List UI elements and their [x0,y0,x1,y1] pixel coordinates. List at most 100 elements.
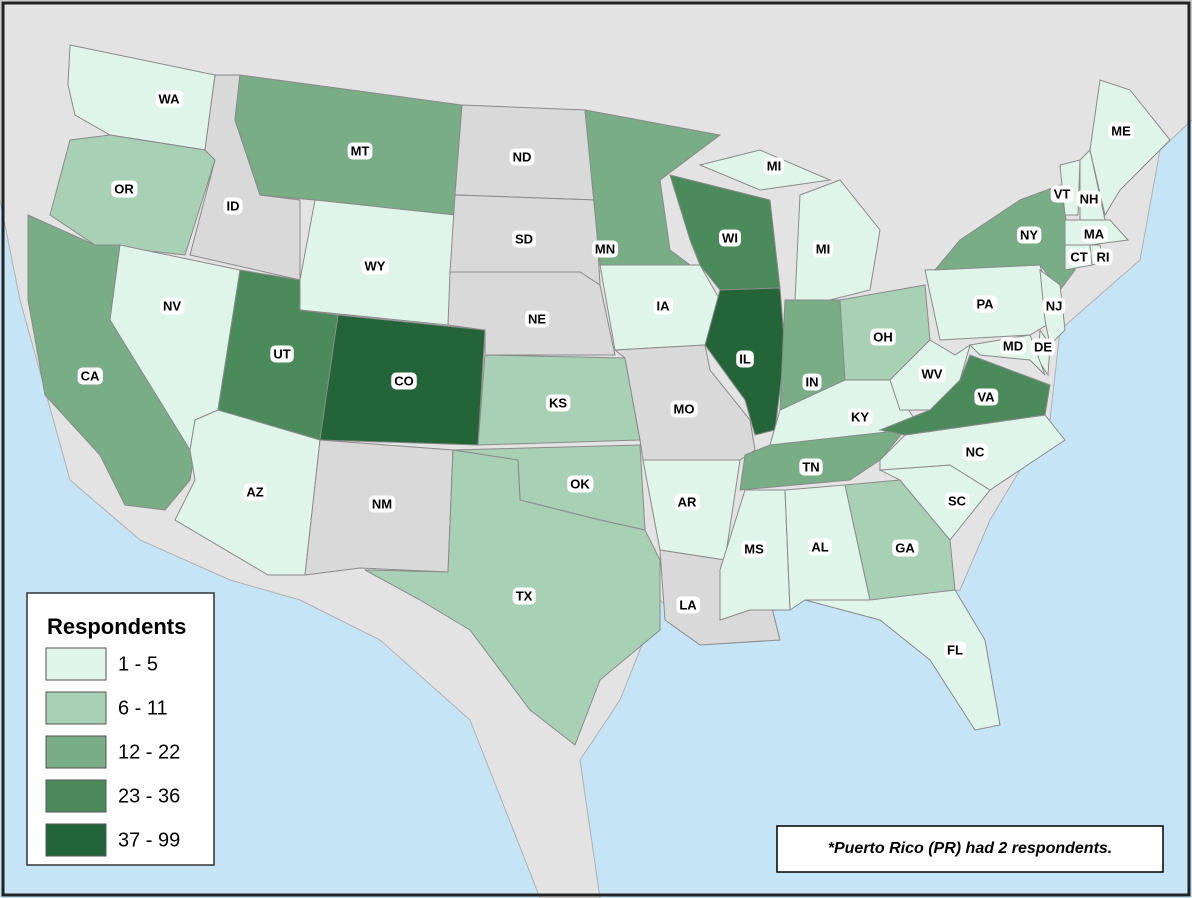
state-label: MN [595,241,615,256]
state-label: MS [744,541,764,556]
state-label: IN [806,374,819,389]
legend-swatch [45,735,107,769]
state-label: MI [816,241,830,256]
label-background [812,240,834,258]
legend-items: 1 - 5 6 - 11 12 - 22 23 - 36 37 - 99 [45,647,180,857]
label-background [736,350,754,368]
state-label: VT [1054,186,1071,201]
label-background [111,180,138,198]
state-label: KS [549,395,567,410]
label-background [524,310,550,328]
legend-swatch [45,691,107,725]
label-background [973,295,998,313]
state-label: OR [114,181,134,196]
legend: Respondents 1 - 5 6 - 11 12 - 22 23 - 36 37 … [26,592,215,866]
state-shape [804,589,1001,731]
state-label: TN [802,459,819,474]
state-label: LA [679,597,697,612]
state-label: NJ [1046,298,1063,313]
legend-title: Respondents [47,614,186,639]
state-label: UT [273,346,290,361]
state-label: RI [1097,249,1110,264]
label-background [1030,338,1056,356]
state-label: MA [1084,226,1105,241]
state-label: WI [722,230,738,245]
note-box [776,825,1164,873]
label-background [545,394,571,412]
state-label: NH [1080,191,1099,206]
state-label: ID [227,198,240,213]
state-label: SD [515,231,533,246]
state-label: MT [351,143,370,158]
legend-label: 6 - 11 [118,697,168,719]
state-labels: WA OR CA ID NV MT WY UT CO AZ NM ND SD NE KS OK TX MN IA MO… [77,90,1135,659]
label-background [1093,248,1113,266]
state-label: NC [966,444,985,459]
state-label: CT [1070,249,1087,264]
label-background [1076,190,1102,208]
state-label: OK [570,476,590,491]
label-background [808,538,832,556]
state-shape [1089,79,1171,217]
label-background [347,142,373,160]
label-background [653,297,674,315]
label-background [511,230,537,248]
label-background [270,345,294,363]
label-background [223,197,243,215]
state-label: MI [767,158,781,173]
label-background [674,493,700,511]
label-background [368,495,396,513]
state-shape [364,449,661,746]
label-background [670,400,698,418]
state-label: KY [851,409,869,424]
label-background [391,372,417,390]
state-label: WV [922,366,943,381]
state-label: OH [873,329,893,344]
state-label: CO [394,373,414,388]
label-background [1050,185,1074,203]
legend-swatch [45,823,107,857]
legend-swatch [45,779,107,813]
label-background [763,157,785,175]
state-label: WY [365,258,386,273]
state-label: WA [159,91,181,106]
label-background [243,483,267,501]
state-label: AR [678,494,697,509]
state-shape [968,334,1046,376]
label-background [591,240,619,258]
state-label: GA [895,540,915,555]
state-label: DE [1034,339,1052,354]
state-label: AZ [246,484,263,499]
label-background [509,148,535,166]
label-background [1042,297,1066,315]
label-background [974,388,999,406]
legend-box [26,592,215,866]
label-background [918,365,946,383]
label-background [155,90,184,108]
state-label: NM [372,496,392,511]
legend-label: 1 - 5 [118,653,158,675]
state-label: VA [977,389,995,404]
label-background [741,540,768,558]
label-background [1067,248,1091,266]
state-label: FL [947,642,963,657]
state-label: ND [513,149,532,164]
label-background [870,328,896,346]
label-background [944,492,970,510]
label-background [361,257,389,275]
state-label: MO [674,401,695,416]
state-label: AL [811,539,828,554]
state-label: ME [1111,123,1131,138]
state-label: IL [739,351,751,366]
legend-label: 12 - 22 [118,741,180,763]
legend-swatch [45,647,107,681]
label-background [77,367,103,385]
state-label: NY [1020,227,1038,242]
label-background [802,373,822,391]
label-background [892,539,919,557]
label-background [676,596,701,614]
label-background [799,458,823,476]
label-background [999,337,1027,355]
